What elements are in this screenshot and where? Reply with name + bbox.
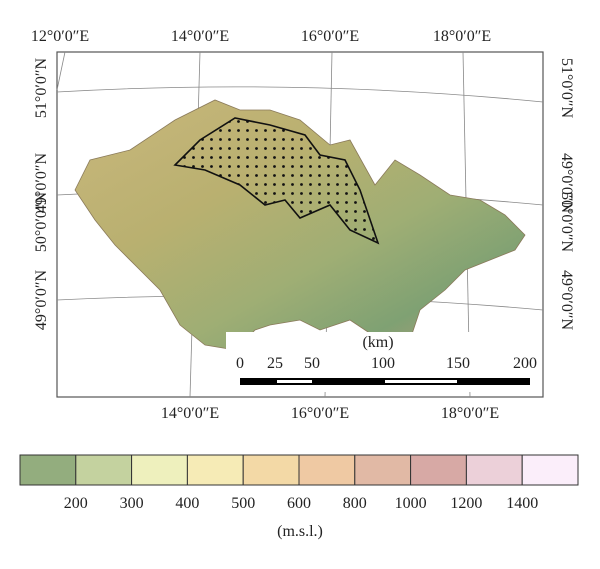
study-area <box>173 117 380 245</box>
legend-swatch <box>131 454 188 486</box>
scale-unit: (km) <box>362 334 393 351</box>
scale-label: 200 <box>513 355 537 372</box>
bottom-label: 16°0′0″E <box>291 405 349 422</box>
bottom-label: 14°0′0″E <box>161 405 219 422</box>
right-label: 51°0′0″N <box>558 58 575 119</box>
scale-label: 100 <box>371 355 395 372</box>
legend-label: 800 <box>343 495 367 512</box>
legend-swatch <box>19 454 77 486</box>
right-label: 50°0′0″N <box>558 192 575 253</box>
legend-swatch <box>298 454 356 486</box>
left-label: 49°0′0″N <box>33 270 50 331</box>
legend-label: 1000 <box>395 495 427 512</box>
legend-swatch <box>186 454 244 486</box>
left-label: 51°0′0″N <box>33 58 50 119</box>
legend-label: 500 <box>231 495 255 512</box>
legend-label: 200 <box>64 495 88 512</box>
scale-label: 50 <box>304 355 320 372</box>
top-label: 16°0′0″E <box>301 28 359 45</box>
legend-label: 600 <box>287 495 311 512</box>
top-label: 18°0′0″E <box>433 28 491 45</box>
right-label: 49°0′0″N <box>558 153 575 214</box>
left-label: 49°0′0″N <box>33 153 50 214</box>
legend-swatch <box>242 454 300 486</box>
legend-unit: (m.s.l.) <box>277 523 323 540</box>
legend-swatch <box>521 454 579 486</box>
top-label: 12°0′0″E <box>31 28 89 45</box>
scale-label: 25 <box>267 355 283 372</box>
top-label: 14°0′0″E <box>171 28 229 45</box>
legend-swatch <box>410 454 467 486</box>
legend-label: 400 <box>175 495 199 512</box>
scale-label: 0 <box>236 355 244 372</box>
legend-label: 1200 <box>450 495 482 512</box>
scale-label: 150 <box>446 355 470 372</box>
legend-swatch <box>354 454 412 486</box>
legend-swatch <box>465 454 523 486</box>
bottom-label: 18°0′0″E <box>441 405 499 422</box>
right-label: 49°0′0″N <box>558 270 575 331</box>
legend-label: 1400 <box>506 495 538 512</box>
legend-label: 300 <box>120 495 144 512</box>
legend-swatch <box>75 454 133 486</box>
left-label: 50°0′0″N <box>33 192 50 253</box>
scale-bar <box>240 378 530 385</box>
